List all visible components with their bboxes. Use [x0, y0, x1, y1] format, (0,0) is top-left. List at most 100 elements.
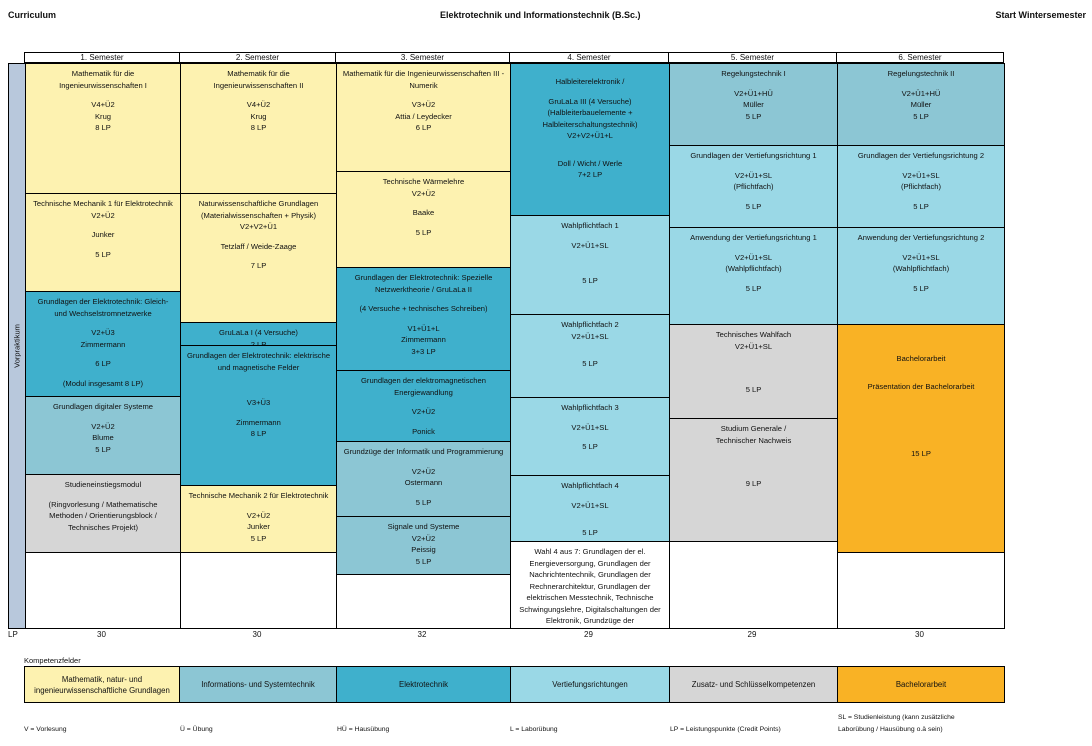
module-text-line — [181, 233, 336, 241]
module-cell: Regelungstechnik II V2+Ü1+HÜ Müller 5 LP — [838, 64, 1004, 146]
module-text-line: Grundlagen der Elektrotechnik: elektrisc… — [186, 351, 331, 360]
semester-column-3: Mathematik für die Ingenieurwissenschaft… — [336, 64, 510, 628]
module-text-line — [670, 360, 837, 368]
module-text-line: Präsentation der Bachelorarbeit — [867, 381, 975, 391]
module-text-line: Elektronik, Grundzüge der — [545, 616, 635, 625]
module-text-line: 5 LP — [582, 359, 598, 368]
lp-value-semester-4: 29 — [584, 630, 593, 639]
module-cell: Technische Mechanik 2 für Elektrotechnik… — [181, 486, 336, 553]
module-text-line: Krug — [250, 111, 267, 121]
module-text-line: 2 LP — [250, 339, 267, 346]
module-text-line — [838, 365, 1004, 373]
module-text-line — [838, 392, 1004, 400]
empty-cell — [337, 575, 510, 628]
legend-lp: LP = Leistungspunkte (Credit Points) — [670, 726, 781, 733]
module-text-line: 5 LP — [582, 276, 598, 285]
module-text-line: Grundlagen der Elektrotechnik: Gleich- — [37, 297, 169, 306]
module-cell: Anwendung der Vertiefungsrichtung 1 V2+Ü1… — [670, 228, 837, 325]
module-text-line — [838, 440, 1004, 448]
module-text-line: Attia / Leydecker — [395, 111, 452, 121]
module-text-line: 9 LP — [745, 479, 762, 488]
header-right: Start Wintersemester — [995, 10, 1086, 20]
module-text-line — [26, 370, 180, 378]
module-text-line — [670, 470, 837, 478]
module-text-line — [670, 376, 837, 384]
empty-cell — [26, 553, 180, 628]
module-text-line: Wahlpflichtfach 3 — [561, 403, 619, 412]
module-cell: Grundlagen der Vertiefungsrichtung 1 V2+Ü… — [670, 146, 837, 228]
module-cell: Wahlpflichtfach 1 V2+Ü1+SL 5 LP — [511, 216, 669, 315]
kompetenzfeld-6: Bachelorarbeit — [837, 666, 1005, 703]
module-text-line: Schwingungslehre, Digitalschaltungen der — [519, 604, 661, 614]
module-text-line: 5 LP — [745, 201, 762, 211]
module-text-line: V2+Ü2 — [411, 188, 436, 198]
module-text-line — [337, 418, 510, 426]
module-text-line: (Pflichtfach) — [733, 182, 774, 191]
module-text-line: Rechnerarchitektur, Grundlagen der — [529, 581, 651, 591]
module-cell: Wahlpflichtfach 4 V2+Ü1+SL 5 LP — [511, 476, 669, 542]
semester-header-5: 5. Semester — [668, 52, 837, 63]
kompetenzfeld-3: Elektrotechnik — [336, 666, 511, 703]
module-text-line: 6 LP — [95, 359, 111, 368]
kompetenzfeld-label: Informations- und Systemtechnik — [201, 679, 315, 690]
module-text-line: V4+Ü2 — [246, 100, 271, 109]
module-text-line: Mathematik für die Ingenieurwissenschaft… — [342, 69, 505, 78]
module-text-line: Krug — [94, 111, 112, 121]
module-text-line: V2+Ü2 — [91, 210, 115, 220]
module-cell: Technisches Wahlfach V2+Ü1+SL 5 LP — [670, 325, 837, 419]
module-text-line: elektrischen Messtechnik, Technische — [526, 593, 654, 602]
module-cell: Wahlpflichtfach 3 V2+Ü1+SL 5 LP — [511, 398, 669, 476]
module-text-line: 6 LP — [26, 549, 180, 552]
empty-cell — [670, 542, 837, 628]
legend-sl2: Laborübung / Hausübung o.ä sein) — [838, 726, 943, 733]
header-center: Elektrotechnik und Informationstechnik (… — [440, 10, 641, 20]
module-text-line — [181, 91, 336, 99]
empty-cell — [838, 553, 1004, 628]
module-text-line: Halbleiterelektronik / — [555, 77, 625, 86]
module-text-line — [511, 267, 669, 275]
module-text-line: 8 LP — [95, 123, 111, 132]
module-text-line: Nachrichtentechnik, Grundlagen der — [529, 570, 651, 579]
module-cell: Studieneinstiegsmodul (Ringvorlesung / Ma… — [26, 475, 180, 553]
module-text-line — [838, 432, 1004, 440]
module-text-line: 8 LP — [250, 123, 267, 132]
module-text-line — [337, 458, 510, 466]
module-text-line: V2+V2+Ü1+L — [567, 131, 613, 140]
module-text-line — [670, 368, 837, 376]
module-text-line — [511, 68, 669, 76]
module-text-line: V2+Ü2 — [246, 510, 271, 520]
module-text-line — [838, 373, 1004, 381]
module-text-line: Bachelorarbeit — [896, 354, 946, 363]
module-text-line: 6 LP — [415, 123, 432, 132]
module-text-line: 7+2 LP — [577, 170, 603, 179]
kompetenzfeld-label-line: Elektrotechnik — [399, 680, 448, 689]
module-text-line: Ingenieurwissenschaften II — [213, 80, 304, 90]
module-text-line: Studieneinstiegsmodul — [64, 480, 142, 489]
kompetenzfeld-label: Mathematik, natur- und ingenieurwissensch… — [34, 674, 170, 696]
module-text-line — [337, 219, 510, 227]
module-text-line: Blume — [92, 433, 114, 442]
module-text-line — [838, 244, 1004, 252]
module-text-line: Wahlpflichtfach 4 — [561, 481, 619, 490]
module-text-line — [337, 398, 510, 406]
module-text-line: Junker — [91, 230, 115, 239]
module-text-line — [670, 352, 837, 360]
kompetenzfeld-label-line: Vertiefungsrichtungen — [552, 680, 628, 689]
vorpraktikum-bar: Vorpraktikum — [9, 64, 26, 628]
module-text-line — [838, 329, 1004, 337]
module-text-line — [670, 80, 837, 88]
lp-value-semester-5: 29 — [747, 630, 757, 639]
module-text-line: V2+Ü1+SL — [734, 341, 773, 351]
module-cell: Grundlagen der Elektrotechnik: Spezielle… — [337, 268, 510, 371]
module-text-line: Wahl 4 aus 7: Grundlagen der el. — [534, 547, 646, 556]
module-text-line: V2+Ü1+SL — [734, 252, 773, 262]
module-text-line: (4 Versuche + technisches Schreiben) — [359, 304, 488, 313]
module-text-line: Junker — [247, 522, 270, 531]
module-cell: Naturwissenschaftliche Grundlagen (Materi… — [181, 194, 336, 323]
module-text-line — [838, 400, 1004, 408]
module-cell: Grundlagen der Elektrotechnik: Gleich-un… — [26, 292, 180, 397]
kompetenzfeld-label: Elektrotechnik — [399, 679, 448, 690]
module-cell: Mathematik für die Ingenieurwissenschaft… — [337, 64, 510, 172]
semester-header-1: 1. Semester — [24, 52, 180, 63]
module-text-line: 3+3 LP — [411, 346, 436, 356]
